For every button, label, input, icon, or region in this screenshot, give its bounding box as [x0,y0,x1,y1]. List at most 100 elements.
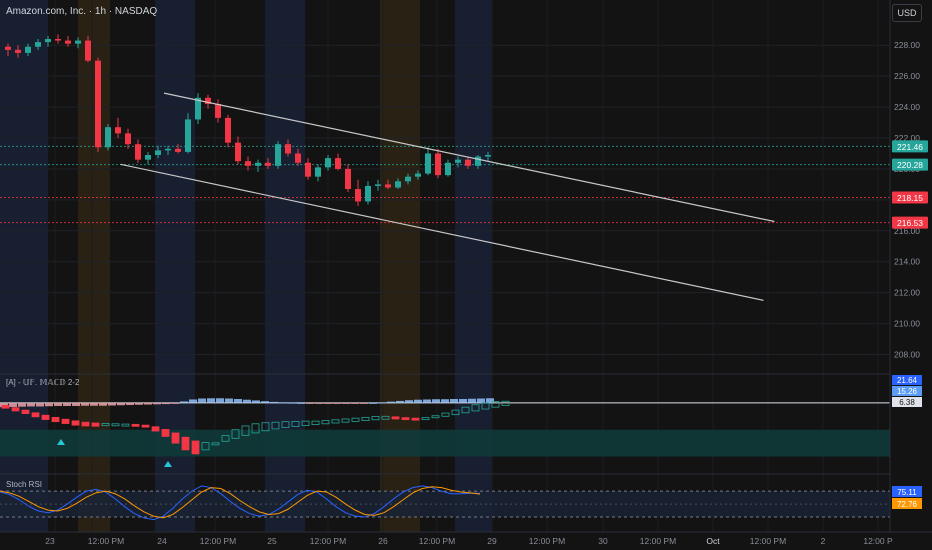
stoch-rsi-title: Stoch RSI [6,480,43,489]
macd-candle [91,422,100,427]
macd-candle [61,418,70,424]
macd-histogram-bar [45,402,53,407]
macd-candle [271,421,280,430]
macd-candle [381,415,390,420]
time-tick: 12:00 P [863,536,893,546]
time-tick: 12:00 PM [640,536,676,546]
price-axis: 228.00226.00224.00222.00220.00218.00216.… [889,0,932,550]
macd-histogram-bar [459,398,467,403]
price-tick: 216.00 [894,226,920,236]
macd-histogram-bar [198,398,206,403]
time-tick: 12:00 PM [529,536,565,546]
macd-histogram-bar [387,401,395,403]
macd-histogram-bar [315,402,323,404]
macd-candle [141,424,150,428]
macd-histogram-bar [360,402,368,404]
macd-histogram-bar [333,402,341,404]
rsi-value-tag [892,486,922,497]
level-tag-text: 216.53 [897,218,923,228]
time-tick: 26 [378,536,388,546]
macd-histogram-bar [153,402,161,405]
macd-histogram-bar [9,402,17,407]
macd-histogram-bar [369,402,377,404]
macd-value-tag [892,375,922,385]
macd-histogram-bar [36,402,44,407]
macd-histogram-bar [378,402,386,404]
level-tag [892,216,928,229]
time-tick: 12:00 PM [88,536,124,546]
price-tick: 210.00 [894,319,920,329]
level-tag [892,140,928,153]
macd-candle [211,442,220,446]
candle-body [125,133,131,145]
macd-candle [101,423,110,427]
candle-body [115,127,121,134]
macd-candle [111,423,120,427]
level-tag-text: 218.15 [897,193,923,203]
macd-candle [441,412,450,417]
macd-histogram-bar [288,402,296,404]
macd-histogram-bar [63,402,71,406]
candle-body [45,39,51,43]
macd-candle [161,429,170,437]
macd-candle [291,420,300,427]
candle-body [235,142,241,162]
macd-candle [481,402,490,410]
macd-histogram-bar [117,402,125,406]
candlestick-series [5,34,491,207]
macd-histogram-bar [261,401,269,403]
macd-histogram-bar [279,402,287,404]
macd-candle [311,420,320,426]
macd-candle [411,417,420,421]
macd-value-text: 15.26 [897,387,918,396]
candle-body [55,39,61,41]
candle-body [85,40,91,61]
candle-body [365,185,371,202]
candle-body [305,162,311,177]
candle-body [325,158,331,168]
currency-button[interactable]: USD [892,4,922,22]
macd-histogram-bar [126,402,134,406]
rsi-value-tag [892,498,922,509]
macd-histogram-bar [171,402,179,404]
oversold-zone [0,429,890,457]
macd-histogram-bar [162,402,170,405]
macd-candle [501,400,510,406]
macd-histogram-bar [414,399,422,403]
macd-candle [81,421,90,427]
macd-histogram-bar [81,402,89,406]
macd-histogram-bar [477,398,485,403]
time-tick: 23 [45,536,55,546]
macd-candle [431,415,440,419]
time-tick: Oct [706,536,720,546]
channel-upper-line [163,92,775,223]
macd-candle [251,423,260,434]
time-tick: 2 [821,536,826,546]
macd-candle [401,417,410,421]
rsi-value-text: 75.11 [897,488,917,497]
stoch-rsi-pane: 100.0050.000.00 [0,473,920,531]
price-tick: 212.00 [894,288,920,298]
macd-value-text: 21.64 [897,376,918,385]
macd-pane: −100.00−200.00 [0,373,920,467]
time-tick: 12:00 PM [310,536,346,546]
macd-histogram-bar [0,402,8,408]
macd-candle [351,417,360,422]
macd-candle [361,416,370,421]
time-tick: 24 [157,536,167,546]
macd-candle [31,412,40,418]
candle-body [165,148,171,151]
macd-histogram-bar [441,399,449,403]
macd-histogram-bar [27,402,35,407]
candle-body [155,150,161,156]
macd-candle [41,414,50,420]
candle-body [225,117,231,143]
macd-candle [371,416,380,421]
axis-background [890,0,932,550]
macd-candle [21,409,30,415]
macd-histogram-bar [324,402,332,404]
macd-histogram-bar [180,401,188,403]
macd-histogram-bar [432,399,440,403]
price-tick: 228.00 [894,40,920,50]
